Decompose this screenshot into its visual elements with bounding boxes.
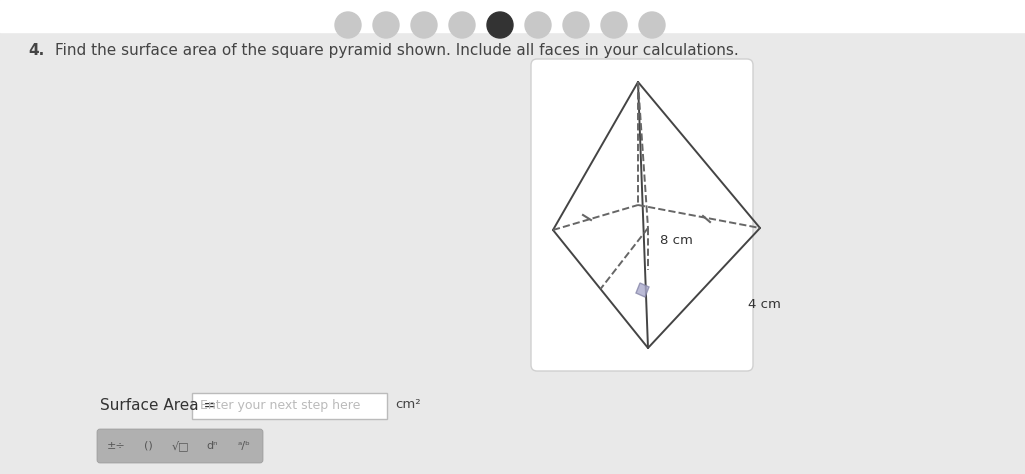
Text: Find the surface area of the square pyramid shown. Include all faces in your cal: Find the surface area of the square pyra… xyxy=(55,43,739,57)
Text: √□: √□ xyxy=(171,441,189,451)
Circle shape xyxy=(449,12,475,38)
Circle shape xyxy=(639,12,665,38)
Text: ᵃ/ᵇ: ᵃ/ᵇ xyxy=(238,441,250,451)
FancyBboxPatch shape xyxy=(531,59,753,371)
Circle shape xyxy=(487,12,512,38)
Circle shape xyxy=(525,12,551,38)
Text: Surface Area =: Surface Area = xyxy=(100,398,216,412)
Text: (): () xyxy=(144,441,153,451)
Text: 4 cm: 4 cm xyxy=(748,299,781,311)
Text: 8 cm: 8 cm xyxy=(660,234,693,246)
Text: 4.: 4. xyxy=(28,43,44,57)
FancyBboxPatch shape xyxy=(97,429,263,463)
Circle shape xyxy=(411,12,437,38)
Circle shape xyxy=(373,12,399,38)
Bar xyxy=(0,0,1025,32)
Text: cm²: cm² xyxy=(395,399,420,411)
FancyBboxPatch shape xyxy=(192,393,387,419)
Text: ±÷: ±÷ xyxy=(107,441,125,451)
Text: Enter your next step here: Enter your next step here xyxy=(200,400,361,412)
Polygon shape xyxy=(636,283,649,297)
Circle shape xyxy=(601,12,627,38)
Circle shape xyxy=(563,12,589,38)
Circle shape xyxy=(335,12,361,38)
Text: dⁿ: dⁿ xyxy=(206,441,217,451)
